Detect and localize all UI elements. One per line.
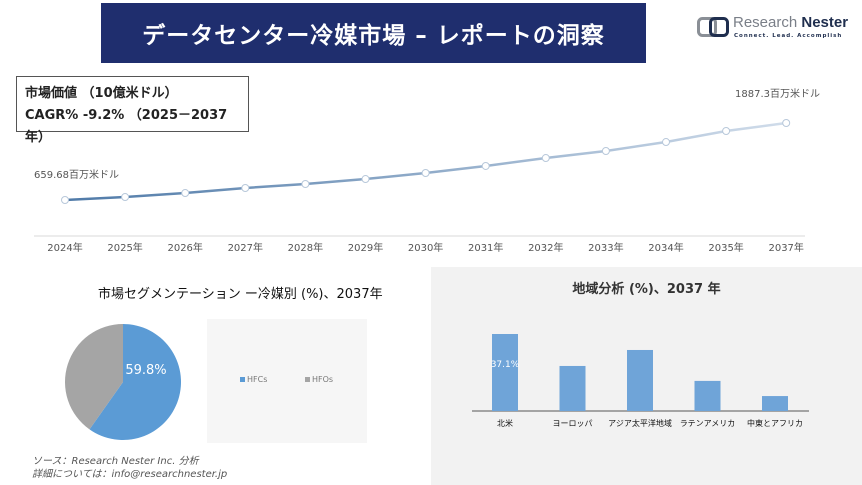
logo-mark-icon [697,17,729,37]
x-tick-label: 2028年 [288,241,323,254]
data-point [481,161,490,170]
data-point [782,119,791,127]
data-point [541,154,550,163]
data-point [301,179,310,188]
x-tick-label: 2024年 [47,241,82,254]
report-title-banner: データセンター冷媒市場 – レポートの洞察 [101,3,646,63]
source-note: ソース：Research Nester Inc. 分析 詳細については：info… [32,455,227,481]
x-tick-label: 2031年 [468,241,503,254]
market-line-chart: 659.68百万米ドル 1887.3百万米ドル 2024年 2025年 2026年 2… [34,87,820,254]
x-tick-label: 2029年 [348,241,383,254]
market-value-label: 市場価値 （10億米ドル） [25,86,178,101]
last-data-label: 1887.3百万米ドル [735,87,820,100]
data-point [181,189,190,198]
segmentation-title: 市場セグメンテーション ー冷媒別 (%)、2037年 [98,287,383,302]
pie-data-label: 59.8% [125,363,166,378]
legend-item-hfcs: HFCs [240,375,267,384]
logo-tagline: Connect. Lead. Accomplish [734,33,843,39]
first-data-label: 659.68百万米ドル [34,168,119,181]
pie-slice-hfos [64,324,123,430]
regional-analysis-panel [431,267,862,485]
legend-swatch [240,377,245,382]
regional-title: 地域分析 (%)、2037 年 [572,282,721,297]
report-title: データセンター冷媒市場 – レポートの洞察 [142,23,605,49]
contact-text: 詳細については：info@researchnester.jp [32,469,228,480]
x-tick-label: 2027年 [228,241,263,254]
x-tick-label: 2026年 [167,241,202,254]
data-point [662,138,670,147]
x-tick-label: 2034年 [648,241,683,254]
data-point [121,193,130,202]
source-text: ソース：Research Nester Inc. 分析 [32,456,199,467]
research-nester-logo: Research Nester Connect. Lead. Accomplis… [697,14,849,44]
data-point [361,175,370,184]
pie-legend: HFCs HFOs [207,319,367,443]
data-point [601,146,610,155]
data-point [61,196,69,204]
x-tick-label: 2033年 [588,241,623,254]
x-tick-label: 2035年 [708,241,743,254]
logo-name: Research Nester [733,14,849,31]
x-tick-label: 2032年 [528,241,563,254]
data-point [421,169,430,178]
line-series [64,121,787,202]
x-tick-label: 2030年 [408,241,443,254]
legend-swatch [305,377,310,382]
cagr-label: CAGR% -9.2% （2025－2037年） [25,108,228,145]
x-tick-label: 2025年 [107,241,142,254]
x-tick-label: 2037年 [768,241,803,254]
pie-slice-hfcs [89,324,181,441]
legend-item-hfos: HFOs [305,375,333,384]
market-info-box: 市場価値 （10億米ドル） CAGR% -9.2% （2025－2037年） [16,76,249,145]
data-point [241,183,250,192]
data-point [722,126,731,135]
